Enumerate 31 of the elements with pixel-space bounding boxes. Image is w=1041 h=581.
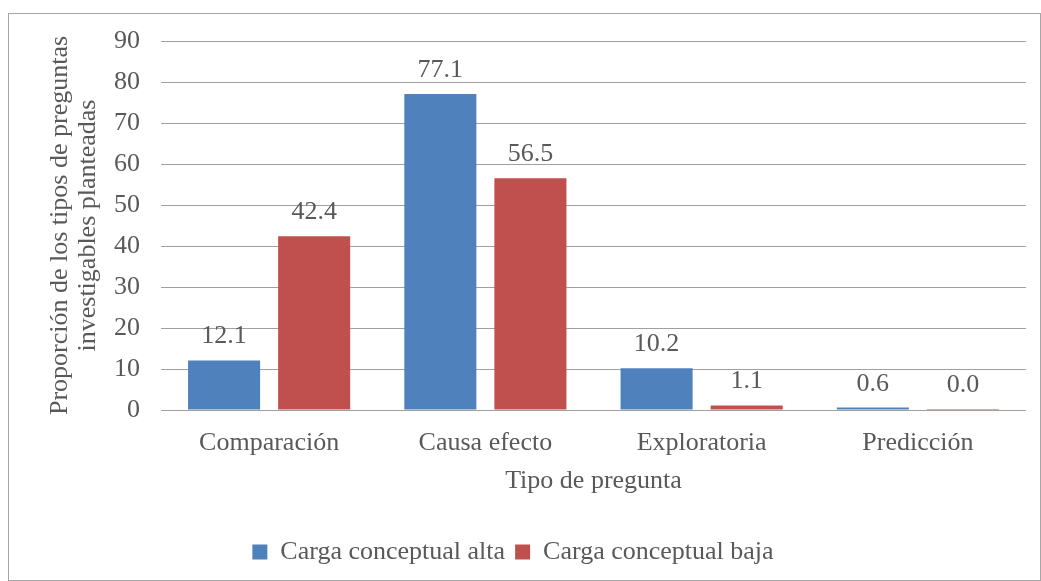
data-label: 10.2	[633, 328, 680, 358]
legend-label: Carga conceptual baja	[543, 535, 775, 565]
x-tick-label: Comparación	[199, 427, 340, 457]
bar	[494, 178, 567, 410]
y-tick-label: 0	[127, 393, 140, 423]
x-tick-label: Predicción	[862, 427, 974, 457]
y-tick-label: 50	[114, 188, 140, 218]
data-label: 77.1	[417, 53, 464, 83]
data-label: 12.1	[201, 320, 247, 350]
x-tick-label: Causa efecto	[418, 427, 553, 457]
y-tick-label: 60	[114, 147, 140, 177]
data-label: 0.0	[946, 369, 980, 398]
bar	[278, 236, 351, 410]
x-axis-title: Tipo de pregunta	[505, 464, 683, 494]
data-label: 0.6	[856, 367, 890, 397]
y-tick-label: 80	[114, 65, 140, 95]
y-tick-label: 10	[114, 352, 140, 382]
y-tick-label: 70	[114, 106, 140, 136]
bar	[404, 93, 477, 410]
bar	[620, 368, 693, 410]
bar	[188, 360, 261, 410]
y-tick-label: 90	[114, 24, 140, 54]
y-tick-label: 40	[114, 229, 140, 259]
x-tick-label: Exploratoria	[636, 427, 768, 457]
bar	[710, 405, 783, 410]
y-tick-label: 20	[114, 311, 140, 341]
legend-label: Carga conceptual alta	[280, 535, 506, 565]
y-axis-title: Proporción de los tipos de preguntas investigables planteadas	[43, 35, 101, 416]
data-label: 56.5	[507, 138, 554, 168]
y-tick-label: 30	[114, 270, 140, 300]
data-label: 1.1	[730, 365, 763, 395]
